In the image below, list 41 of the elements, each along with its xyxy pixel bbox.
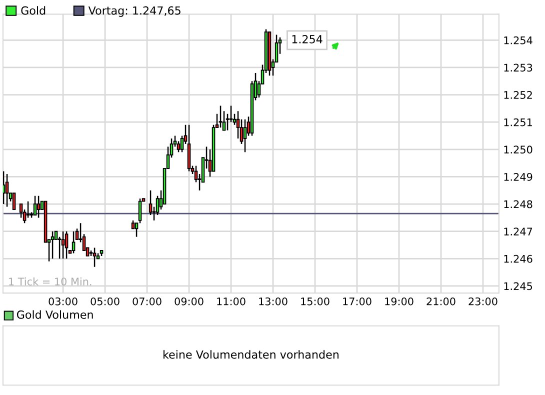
- y-tick-label: 1.248: [504, 200, 532, 208]
- y-tick-label: 1.253: [504, 64, 532, 72]
- candlestick: [72, 230, 76, 254]
- y-tick-label: 1.251: [504, 118, 532, 126]
- candlestick: [5, 173, 9, 208]
- y-tick-label: 1.254: [504, 36, 532, 44]
- candlestick: [36, 195, 40, 218]
- y-tick-label: 1.246: [504, 254, 532, 263]
- candlestick: [229, 105, 233, 123]
- y-tick-label: 1.252: [504, 91, 532, 99]
- text: Gold Volumen: [16, 310, 93, 319]
- x-tick-label: 19:00: [385, 297, 414, 306]
- y-tick-label: 1.245: [504, 282, 532, 290]
- candlestick: [12, 192, 16, 210]
- annotation: 1 Tick = 10 Min.: [9, 277, 92, 286]
- y-tick-label: 1.250: [504, 146, 532, 154]
- x-tick-label: 15:00: [301, 297, 330, 306]
- candlestick: [243, 118, 247, 153]
- candlestick: [64, 230, 68, 260]
- legend-label: Vortag: 1.247,65: [88, 6, 180, 17]
- candlestick: [33, 195, 37, 216]
- x-tick-label: 17:00: [343, 297, 372, 306]
- x-tick-label: 13:00: [259, 297, 288, 306]
- candlestick: [218, 105, 222, 128]
- y-tick-label: 1.249: [504, 172, 532, 181]
- y-tick-label: 1.247: [504, 228, 532, 236]
- candlestick: [26, 200, 30, 218]
- x-tick-label: 21:00: [426, 297, 456, 306]
- legend-label: Gold: [21, 6, 46, 15]
- candlestick: [92, 247, 96, 268]
- candlestick: [226, 113, 230, 131]
- x-tick-label: 09:00: [174, 297, 204, 306]
- x-tick-label: 23:00: [468, 297, 498, 306]
- x-tick-label: 05:00: [90, 297, 120, 306]
- candlestick: [61, 230, 65, 260]
- x-tick-label: 11:00: [217, 297, 246, 306]
- x-tick-label: 07:00: [132, 297, 162, 306]
- annotation: 1.254: [292, 34, 322, 44]
- candlestick: [50, 230, 54, 260]
- x-tick-label: 03:00: [48, 297, 78, 306]
- text: keine Volumendaten vorhanden: [164, 350, 338, 359]
